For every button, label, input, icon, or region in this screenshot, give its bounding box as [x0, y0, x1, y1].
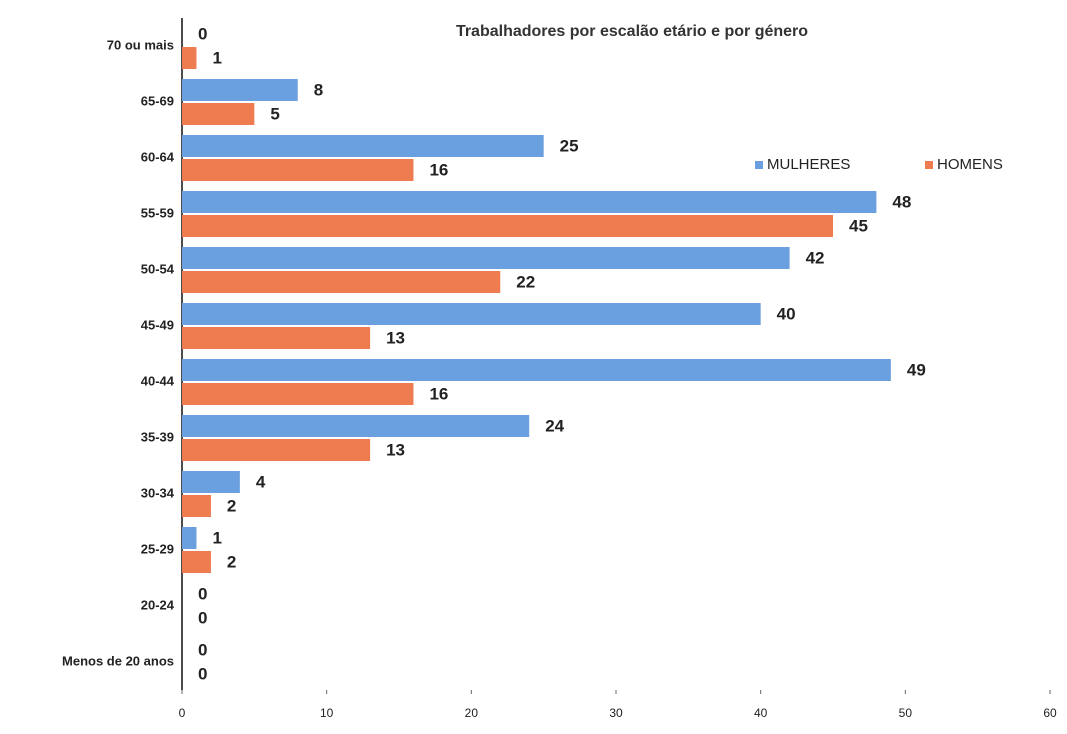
- data-label: 42: [806, 248, 825, 267]
- data-label: 13: [386, 328, 405, 347]
- data-label: 8: [314, 80, 323, 99]
- y-tick-label: 50-54: [141, 261, 175, 276]
- data-label: 24: [545, 416, 564, 435]
- bar: [182, 79, 298, 101]
- bar: [182, 327, 371, 349]
- x-tick-label: 40: [754, 706, 768, 720]
- x-tick-label: 10: [320, 706, 334, 720]
- y-tick-label: 35-39: [141, 429, 174, 444]
- bar: [182, 215, 833, 237]
- data-label: 0: [198, 24, 207, 43]
- data-label: 13: [386, 440, 405, 459]
- x-tick-label: 20: [465, 706, 479, 720]
- data-label: 1: [212, 528, 221, 547]
- y-tick-label: Menos de 20 anos: [62, 653, 174, 668]
- bar: [182, 415, 530, 437]
- legend-swatch: [755, 161, 763, 169]
- data-label: 16: [429, 160, 448, 179]
- bar: [182, 471, 240, 493]
- data-label: 25: [560, 136, 579, 155]
- legend-label: HOMENS: [937, 156, 1003, 173]
- x-tick-label: 30: [609, 706, 623, 720]
- data-label: 1: [212, 48, 221, 67]
- legend-label: MULHERES: [767, 156, 850, 173]
- bar: [182, 247, 790, 269]
- data-label: 0: [198, 608, 207, 627]
- data-label: 2: [227, 552, 236, 571]
- bar: [182, 135, 544, 157]
- y-tick-label: 25-29: [141, 541, 174, 556]
- bar: [182, 47, 197, 69]
- bar: [182, 527, 197, 549]
- bar: [182, 383, 414, 405]
- data-label: 0: [198, 584, 207, 603]
- data-label: 48: [892, 192, 911, 211]
- data-label: 0: [198, 640, 207, 659]
- bar: [182, 495, 211, 517]
- y-tick-label: 30-34: [141, 485, 175, 500]
- legend-swatch: [925, 161, 933, 169]
- bar: [182, 551, 211, 573]
- data-label: 45: [849, 216, 868, 235]
- bar: [182, 439, 371, 461]
- x-tick-label: 60: [1043, 706, 1057, 720]
- data-label: 49: [907, 360, 926, 379]
- chart-title: Trabalhadores por escalão etário e por g…: [456, 23, 808, 40]
- data-label: 2: [227, 496, 236, 515]
- y-tick-label: 40-44: [141, 373, 175, 388]
- bar: [182, 191, 877, 213]
- data-label: 5: [270, 104, 279, 123]
- bar: [182, 271, 501, 293]
- data-label: 22: [516, 272, 535, 291]
- y-tick-label: 65-69: [141, 93, 174, 108]
- x-tick-label: 0: [179, 706, 186, 720]
- y-tick-label: 55-59: [141, 205, 174, 220]
- y-tick-label: 60-64: [141, 149, 175, 164]
- data-label: 4: [256, 472, 266, 491]
- data-label: 40: [777, 304, 796, 323]
- y-tick-label: 20-24: [141, 597, 175, 612]
- y-tick-label: 70 ou mais: [107, 37, 174, 52]
- x-tick-label: 50: [899, 706, 913, 720]
- bar: [182, 359, 891, 381]
- data-label: 0: [198, 664, 207, 683]
- bar: [182, 103, 255, 125]
- bar: [182, 303, 761, 325]
- bar: [182, 159, 414, 181]
- y-tick-label: 45-49: [141, 317, 174, 332]
- data-label: 16: [429, 384, 448, 403]
